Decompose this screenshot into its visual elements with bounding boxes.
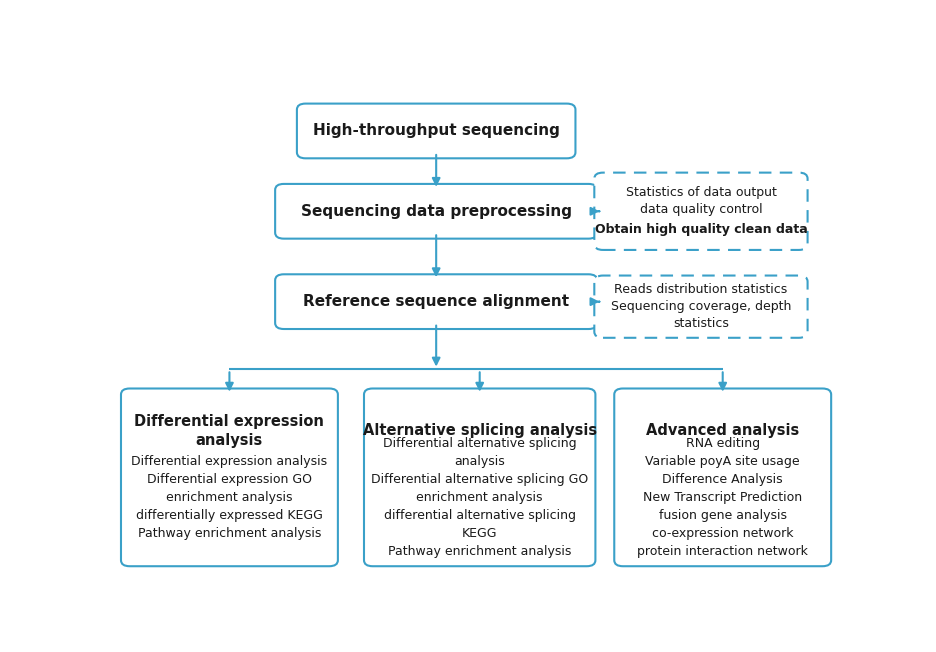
FancyBboxPatch shape xyxy=(275,274,597,329)
Text: High-throughput sequencing: High-throughput sequencing xyxy=(313,123,560,138)
Text: Advanced analysis: Advanced analysis xyxy=(646,423,799,439)
Text: RNA editing
Variable poyA site usage
Difference Analysis
New Transcript Predicti: RNA editing Variable poyA site usage Dif… xyxy=(637,437,808,557)
Text: Sequencing data preprocessing: Sequencing data preprocessing xyxy=(300,204,572,219)
Text: Reads distribution statistics
Sequencing coverage, depth
statistics: Reads distribution statistics Sequencing… xyxy=(611,283,791,330)
FancyBboxPatch shape xyxy=(594,276,808,338)
FancyBboxPatch shape xyxy=(297,104,576,158)
Text: Reference sequence alignment: Reference sequence alignment xyxy=(303,294,569,309)
FancyBboxPatch shape xyxy=(594,173,808,250)
Text: Differential expression
analysis: Differential expression analysis xyxy=(135,413,325,449)
Text: Differential alternative splicing
analysis
Differential alternative splicing GO
: Differential alternative splicing analys… xyxy=(371,437,589,557)
Text: Obtain high quality clean data: Obtain high quality clean data xyxy=(594,223,808,236)
Text: Alternative splicing analysis: Alternative splicing analysis xyxy=(362,423,597,439)
FancyBboxPatch shape xyxy=(364,389,595,566)
Text: Differential expression analysis
Differential expression GO
enrichment analysis
: Differential expression analysis Differe… xyxy=(131,454,328,540)
FancyBboxPatch shape xyxy=(614,389,831,566)
FancyBboxPatch shape xyxy=(275,184,597,239)
FancyBboxPatch shape xyxy=(121,389,338,566)
Text: Statistics of data output
data quality control: Statistics of data output data quality c… xyxy=(625,186,776,216)
